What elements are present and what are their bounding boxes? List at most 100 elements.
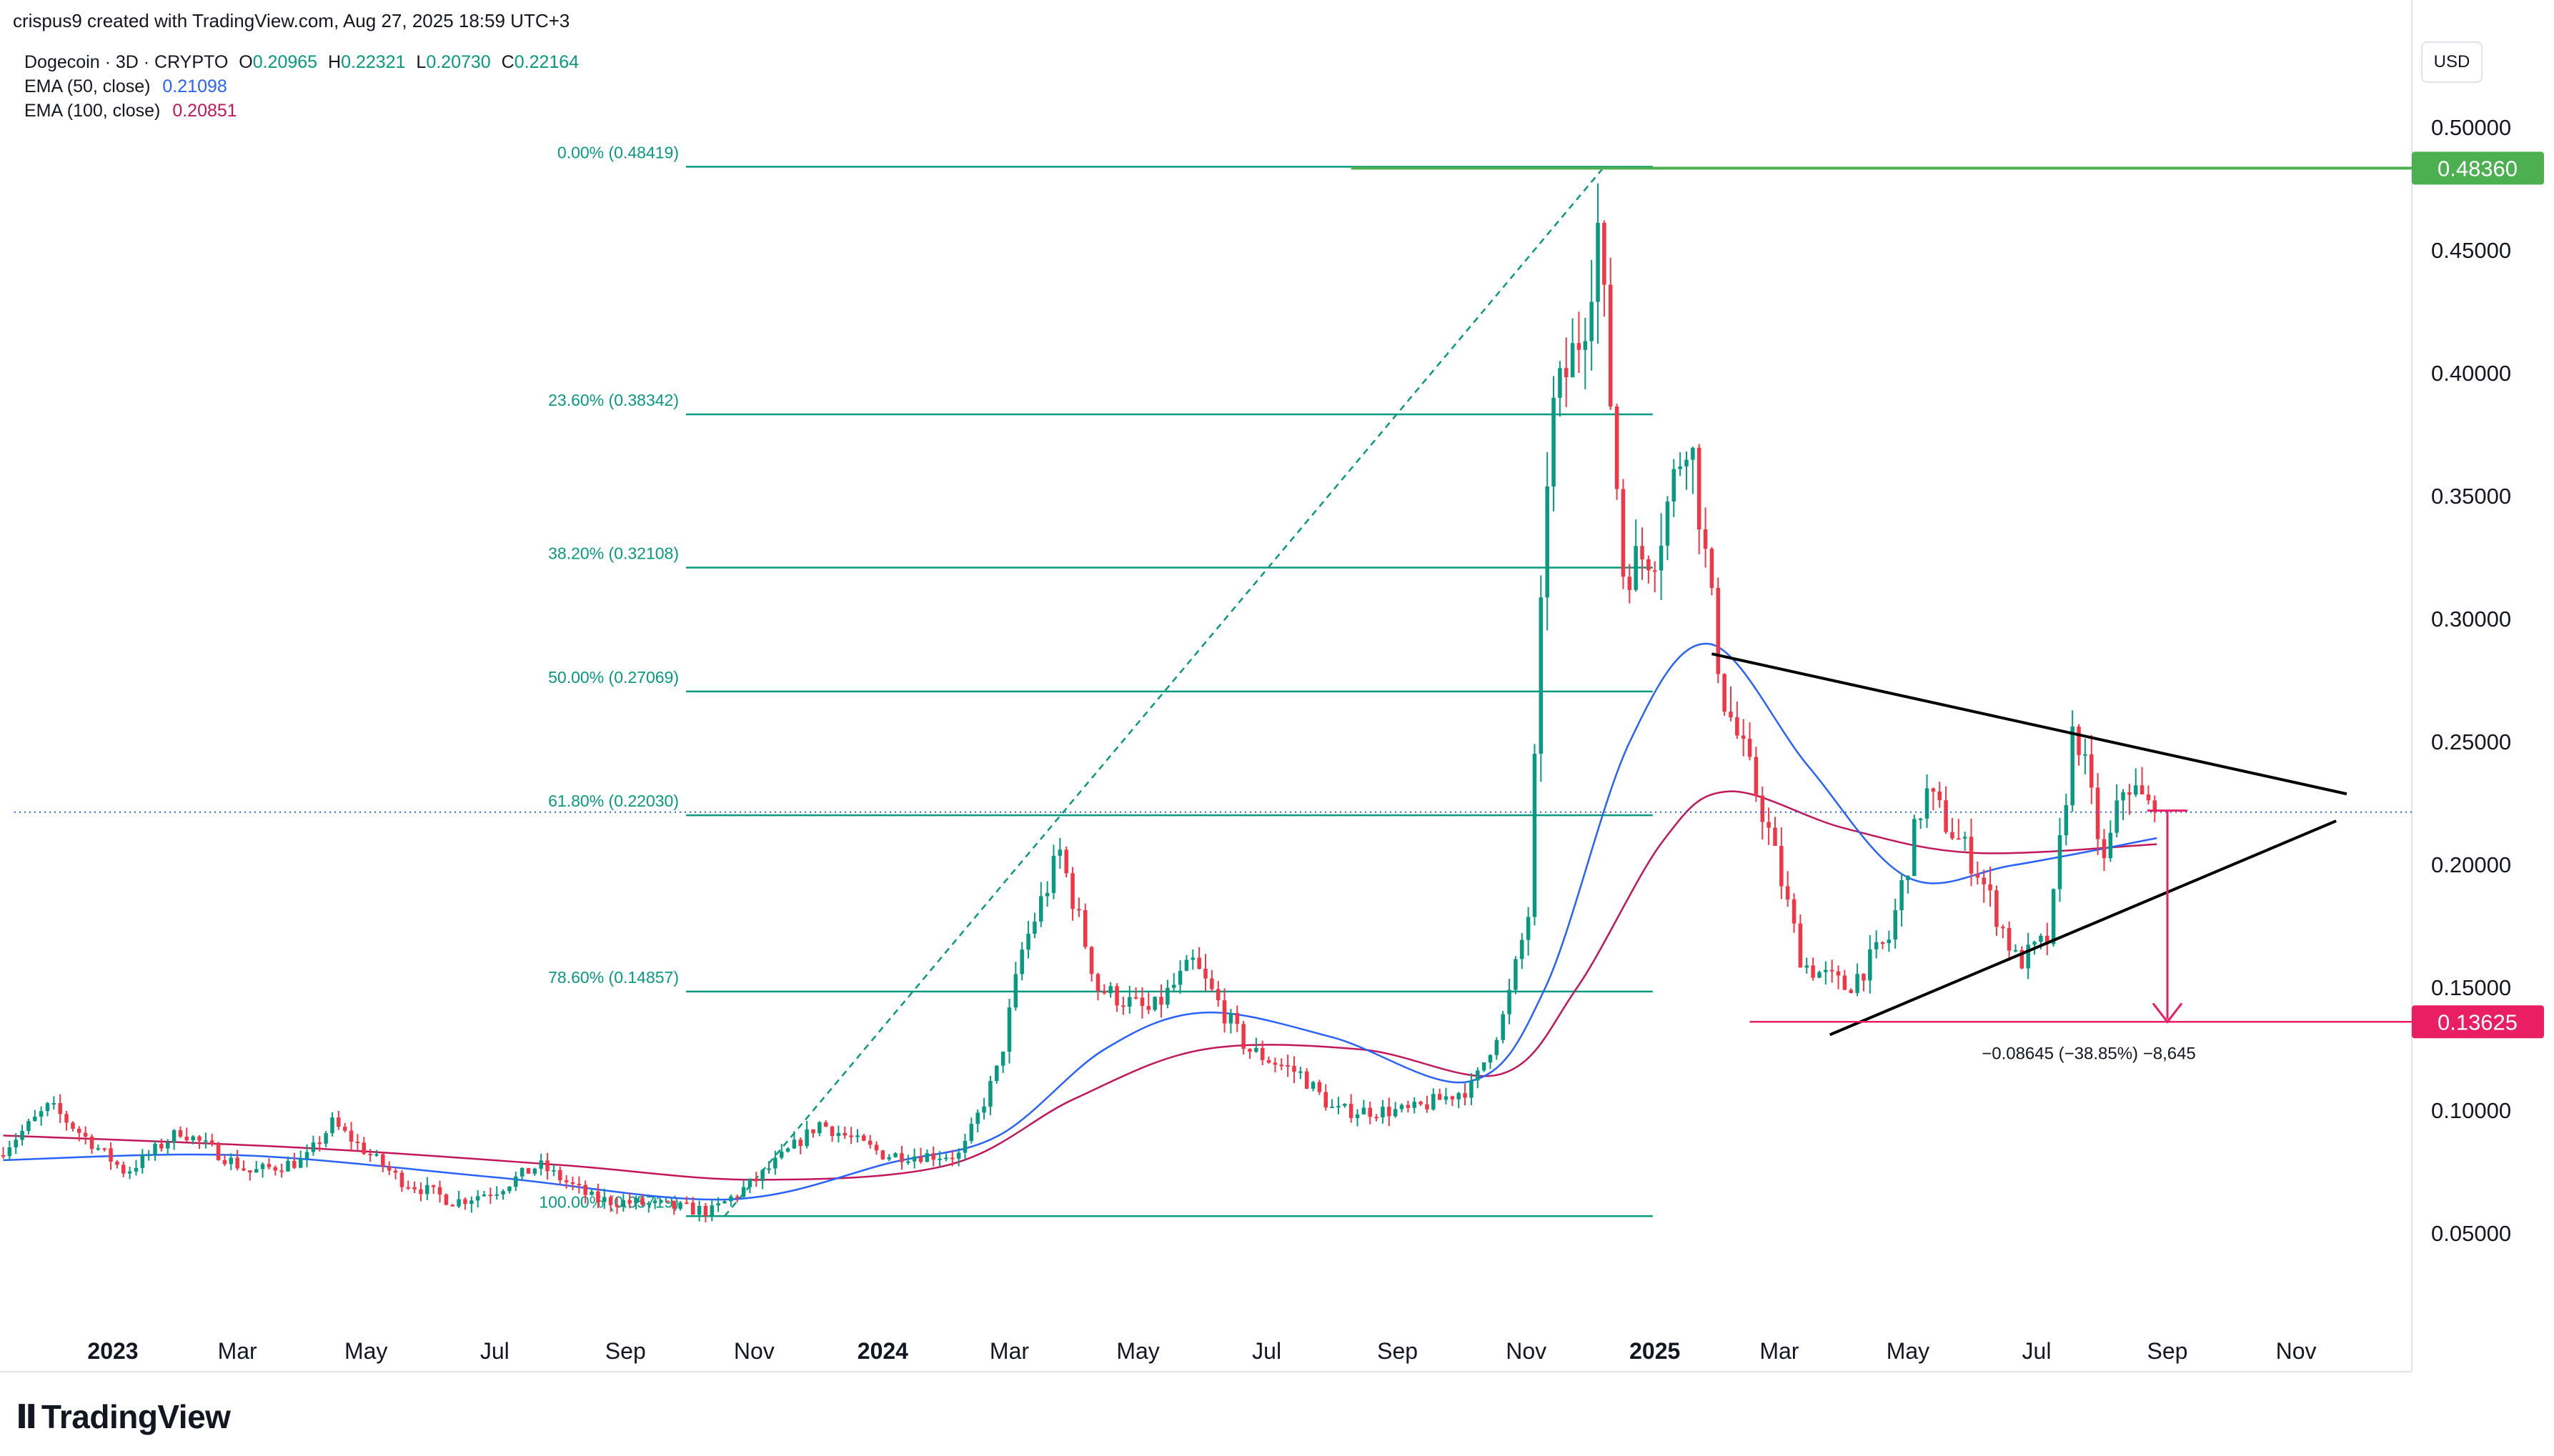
- candle-body: [2095, 787, 2100, 839]
- time-axis[interactable]: 2023 Mar May Jul Sep Nov 2024 Mar May Jul Sep Nov 20…: [87, 1338, 2316, 1364]
- candle: [1937, 782, 1942, 808]
- fibonacci-retracement[interactable]: 0.00% (0.48419) 23.60% (0.38342) 38.20% (0…: [539, 143, 1653, 1217]
- candle-body: [1102, 991, 1107, 994]
- candle-body: [729, 1196, 733, 1202]
- tradingview-logo[interactable]: Ⅱ TradingView: [16, 1397, 231, 1436]
- candle: [292, 1152, 297, 1170]
- candle: [1842, 969, 1847, 991]
- candle: [1437, 1088, 1442, 1100]
- tradingview-logo-text: TradingView: [41, 1398, 231, 1435]
- candle: [1140, 987, 1145, 1019]
- candle: [1425, 1095, 1429, 1113]
- price-axis[interactable]: 0.05000 0.10000 0.15000 0.20000 0.25000 0.300…: [2412, 115, 2544, 1246]
- candle-body: [1836, 971, 1841, 976]
- candle-body: [1020, 949, 1024, 974]
- candle-body: [2001, 927, 2005, 929]
- candle-body: [425, 1185, 429, 1195]
- currency-button[interactable]: USD: [2421, 41, 2483, 83]
- candle: [14, 1133, 18, 1155]
- drawings[interactable]: −0.08645 (−38.85%) −8,645: [14, 166, 2412, 1063]
- candle: [1975, 861, 1980, 885]
- ohlc-high-value: 0.22321: [341, 52, 406, 72]
- candle: [823, 1120, 828, 1127]
- candle-body: [1254, 1047, 1258, 1052]
- candle: [1684, 451, 1689, 490]
- ema50-legend-row[interactable]: EMA (50, close) 0.21098: [24, 74, 579, 99]
- candle-body: [1077, 909, 1081, 911]
- candle-body: [311, 1142, 316, 1152]
- tradingview-logo-icon: Ⅱ: [16, 1398, 37, 1435]
- candle: [716, 1197, 720, 1212]
- candle: [2045, 922, 2049, 956]
- candle: [2057, 817, 2062, 902]
- candle: [887, 1154, 891, 1162]
- fib-level-label: 0.00% (0.48419): [557, 143, 679, 161]
- candle: [950, 1150, 955, 1167]
- candle: [463, 1197, 467, 1210]
- candle: [1912, 814, 1917, 877]
- candle-body: [545, 1160, 550, 1172]
- candle: [2026, 932, 2030, 979]
- candle-body: [2121, 792, 2125, 801]
- candle-body: [317, 1142, 322, 1145]
- candle: [1064, 846, 1068, 878]
- time-tick-label: 2023: [87, 1338, 138, 1364]
- ohlc-low-value: 0.20730: [426, 52, 491, 72]
- time-tick-label: May: [1116, 1338, 1159, 1364]
- candle-body: [1849, 989, 1853, 993]
- candle-body: [1862, 974, 1866, 981]
- candle-body: [1311, 1082, 1316, 1089]
- candle-body: [1406, 1105, 1411, 1108]
- time-tick-label: Nov: [2276, 1338, 2317, 1364]
- candle: [1311, 1080, 1316, 1092]
- candle: [995, 1065, 999, 1084]
- candle-body: [2070, 727, 2074, 806]
- candle-body: [127, 1171, 132, 1174]
- candle-body: [1520, 939, 1524, 959]
- candle-body: [678, 1202, 682, 1209]
- candle: [1969, 818, 1974, 887]
- candle: [337, 1110, 341, 1130]
- candle-body: [1576, 343, 1581, 350]
- ema100-legend-row[interactable]: EMA (100, close) 0.20851: [24, 99, 579, 123]
- candle-body: [539, 1160, 543, 1169]
- candle: [153, 1140, 157, 1161]
- candle-body: [374, 1154, 379, 1156]
- candle-body: [1773, 827, 1777, 847]
- candle: [1646, 555, 1651, 584]
- candle-body: [918, 1156, 923, 1162]
- candle-body: [659, 1200, 664, 1202]
- candle-body: [1887, 939, 1892, 944]
- measure-arrowhead: [2152, 1002, 2183, 1024]
- candle: [2102, 829, 2107, 872]
- candle: [836, 1125, 841, 1143]
- candle: [127, 1167, 132, 1180]
- candle-body: [1709, 549, 1714, 588]
- candle: [1051, 844, 1056, 899]
- candle: [729, 1194, 733, 1207]
- candle-body: [1146, 1006, 1151, 1010]
- symbol-legend-row[interactable]: Dogecoin · 3D · CRYPTO O0.20965 H0.22321…: [24, 50, 579, 74]
- candle: [754, 1172, 759, 1187]
- candle-body: [419, 1189, 423, 1195]
- candle-body: [501, 1191, 505, 1195]
- candle: [703, 1202, 708, 1223]
- candle: [646, 1201, 651, 1213]
- candle: [811, 1129, 815, 1138]
- candle-body: [583, 1185, 587, 1195]
- candle: [20, 1125, 24, 1146]
- candle: [659, 1200, 664, 1204]
- candle: [2095, 773, 2100, 855]
- candle: [387, 1161, 392, 1175]
- candle-body: [1842, 975, 1847, 990]
- candle: [1387, 1097, 1391, 1127]
- candle: [798, 1137, 803, 1155]
- candle-body: [1476, 1070, 1480, 1081]
- candle-body: [1880, 942, 1885, 944]
- candle: [1652, 561, 1657, 592]
- candle-body: [146, 1154, 151, 1156]
- candle: [1228, 1009, 1233, 1034]
- candle-body: [1824, 969, 1828, 972]
- candle-body: [665, 1200, 670, 1202]
